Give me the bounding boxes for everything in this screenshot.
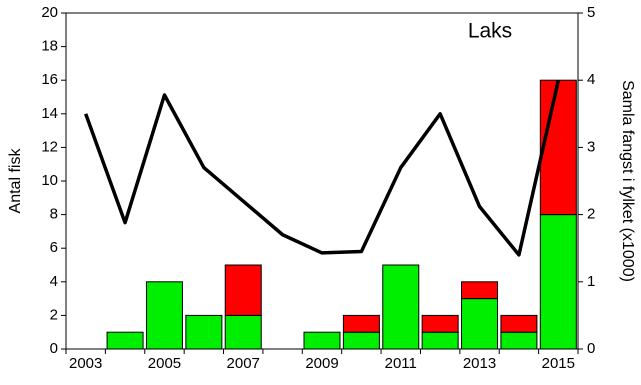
y-tick-label: 2 xyxy=(50,306,58,323)
bar xyxy=(382,264,420,350)
y-tick-label: 18 xyxy=(41,38,58,55)
y-tick-label: 16 xyxy=(41,71,58,88)
bar xyxy=(145,281,183,350)
x-tick-label: 2015 xyxy=(542,355,575,372)
y-tick-label: 12 xyxy=(41,138,58,155)
x-tick-label: 2013 xyxy=(463,355,496,372)
y2-tick-label: 2 xyxy=(587,206,595,223)
x-tick-label: 2009 xyxy=(305,355,338,372)
bar xyxy=(303,331,341,350)
x-tick-label: 2011 xyxy=(385,355,417,372)
plot-frame xyxy=(65,12,579,350)
y2-tick-label: 4 xyxy=(587,71,595,88)
y2-tick-label: 3 xyxy=(587,138,595,155)
bar xyxy=(224,264,262,316)
bar xyxy=(461,281,499,300)
x-tick-label: 2003 xyxy=(69,355,102,372)
y-axis-label: Antal fisk xyxy=(7,148,24,214)
y2-tick-label: 5 xyxy=(587,4,595,21)
bar xyxy=(461,298,499,350)
bar xyxy=(421,331,459,350)
y2-tick-label: 1 xyxy=(587,273,595,290)
y-tick-label: 20 xyxy=(41,4,58,21)
bar xyxy=(342,331,380,350)
x-tick-label: 2007 xyxy=(227,355,260,372)
bar xyxy=(224,314,262,350)
x-tick-label: 2005 xyxy=(148,355,181,372)
bar xyxy=(500,331,538,350)
bar xyxy=(539,79,577,216)
bar xyxy=(500,314,538,333)
bar xyxy=(539,214,577,350)
bar xyxy=(106,331,144,350)
line xyxy=(84,79,561,257)
y-tick-label: 8 xyxy=(50,206,58,223)
bar xyxy=(421,314,459,333)
y2-tick-label: 0 xyxy=(587,340,595,357)
y2-axis-label: Samla fangst i fylket (x1000) xyxy=(619,80,636,282)
bar xyxy=(185,314,223,350)
y-tick-label: 6 xyxy=(50,239,58,256)
y-tick-label: 10 xyxy=(41,172,58,189)
annotation: Laks xyxy=(468,20,512,43)
y-tick-label: 14 xyxy=(41,105,58,122)
bar xyxy=(342,314,380,333)
y-tick-label: 0 xyxy=(50,340,58,357)
y-tick-label: 4 xyxy=(50,273,58,290)
